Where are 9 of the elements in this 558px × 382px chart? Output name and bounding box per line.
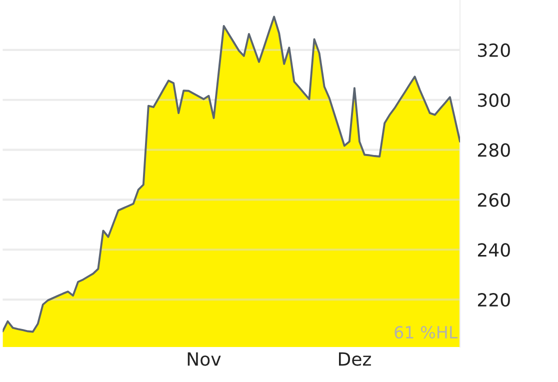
y-tick-label: 280 — [478, 143, 510, 157]
y-tick-label: 320 — [478, 43, 510, 58]
y-tick-label: 240 — [478, 243, 510, 257]
x-tick-label: Dez — [338, 352, 371, 366]
x-tick-label: Nov — [188, 352, 221, 366]
y-tick-label: 220 — [478, 293, 510, 307]
y-tick-label: 260 — [478, 193, 510, 207]
annotation: 61 %HL — [394, 326, 458, 339]
y-tick-label: 300 — [478, 93, 510, 107]
